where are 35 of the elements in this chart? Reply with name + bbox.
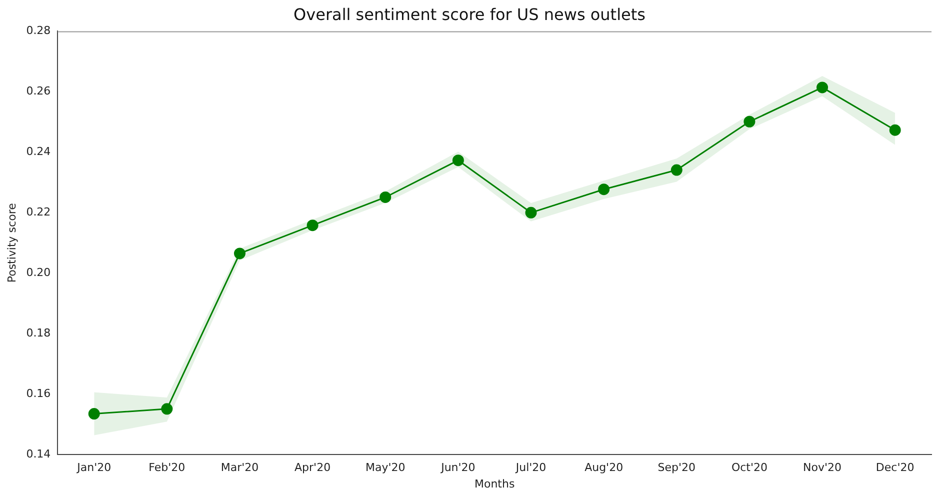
point <box>306 220 318 232</box>
x-tick-label: Nov'20 <box>803 461 842 474</box>
x-tick-label: Jul'20 <box>514 461 546 474</box>
point <box>525 206 537 218</box>
point <box>452 154 464 166</box>
x-tick-label: Oct'20 <box>731 461 768 474</box>
x-tick-label: Apr'20 <box>294 461 331 474</box>
x-axis-title: Months <box>474 477 515 490</box>
y-tick-label: 0.26 <box>26 84 51 98</box>
point <box>816 82 828 94</box>
point <box>889 124 901 136</box>
x-tick-label: Mar'20 <box>220 461 259 474</box>
x-tick-label: Sep'20 <box>658 461 696 474</box>
y-tick-label: 0.22 <box>26 206 51 219</box>
point <box>380 191 392 203</box>
y-tick-label: 0.16 <box>26 386 51 400</box>
point <box>88 408 100 420</box>
y-tick-label: 0.24 <box>26 145 51 158</box>
point <box>744 116 756 128</box>
x-tick-label: Feb'20 <box>148 461 186 474</box>
point <box>234 248 246 260</box>
x-tick-label: Aug'20 <box>584 461 624 474</box>
y-tick-label: 0.18 <box>26 326 51 340</box>
x-tick-label: Dec'20 <box>876 461 914 474</box>
y-tick-label: 0.28 <box>26 24 51 38</box>
chart-title: Overall sentiment score for US news outlets <box>294 4 646 24</box>
point <box>598 184 610 196</box>
x-tick-label: Jan'20 <box>76 461 112 474</box>
x-tick-label: May'20 <box>365 461 406 474</box>
point <box>670 164 682 176</box>
y-tick-label: 0.20 <box>26 266 51 279</box>
y-axis-title: Postivity score <box>5 202 18 283</box>
y-tick-label: 0.14 <box>26 447 51 460</box>
point <box>161 403 173 415</box>
x-tick-label: Jun'20 <box>440 461 476 474</box>
